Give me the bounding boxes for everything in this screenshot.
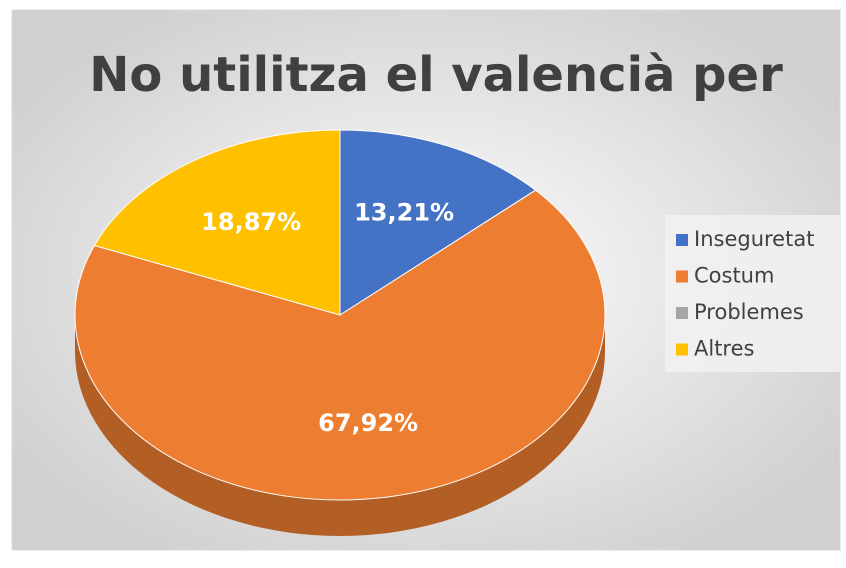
legend: [665, 215, 840, 372]
legend-swatch: [676, 307, 688, 319]
chart-title: No utilitza el valencià per: [89, 47, 783, 103]
data-label: 18,87%: [201, 208, 301, 236]
pie-slice: [339, 129, 537, 316]
pie-side: [75, 315, 605, 536]
legend-label: Problemes: [694, 300, 804, 324]
pie-slice: [93, 129, 341, 316]
legend-label: Inseguretat: [694, 227, 814, 251]
pie-slice: [74, 189, 606, 501]
data-label: 67,92%: [318, 409, 418, 437]
legend-label: Costum: [694, 264, 774, 288]
legend-swatch: [676, 343, 688, 356]
data-label: 13,21%: [354, 198, 454, 226]
legend-swatch: [676, 270, 688, 283]
legend-label: Altres: [694, 337, 754, 361]
legend-swatch: [676, 234, 688, 246]
